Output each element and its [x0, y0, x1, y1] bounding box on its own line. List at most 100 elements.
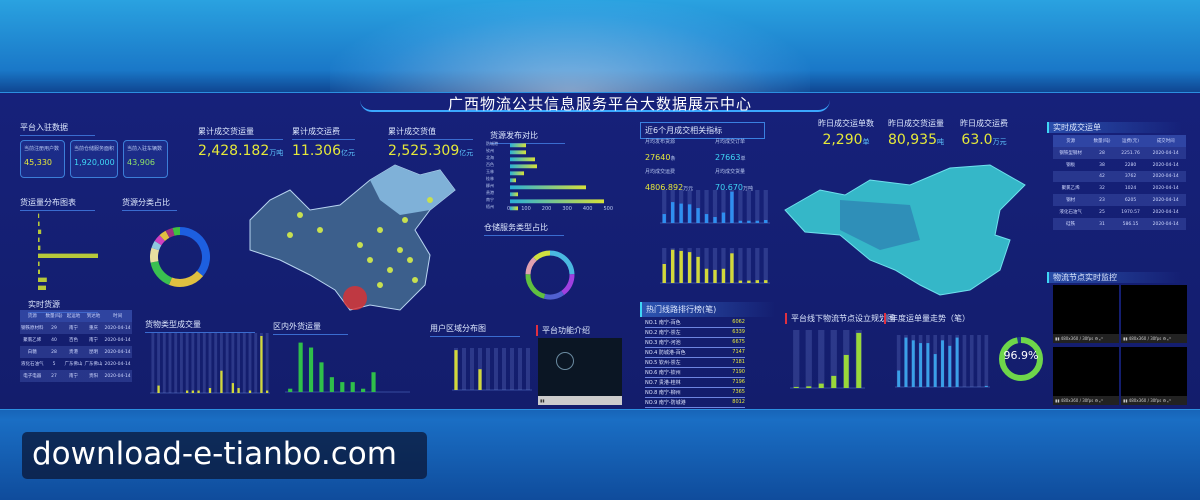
- table-row[interactable]: 液化石油气 25 1970.57 2020-04-14: [1053, 206, 1186, 218]
- bar: [510, 157, 535, 162]
- route-item[interactable]: NO.5 钦州-崇左 7181: [645, 358, 745, 368]
- table-cell: 2020-04-14: [1145, 171, 1186, 182]
- table-row[interactable]: 硅铁 31 586.15 2020-04-14: [1053, 218, 1186, 230]
- bar: [197, 390, 200, 393]
- table-row[interactable]: 钢铁型钢材 28 2251.76 2020-04-14: [1053, 147, 1186, 159]
- monitor-video[interactable]: ▮▮ 480x360 / 30fps ⚙ ⤢: [1053, 285, 1119, 343]
- bar-background: [225, 333, 229, 393]
- table-row[interactable]: 聚氯乙烯 32 1024 2020-04-14: [1053, 182, 1186, 194]
- route-label: NO.5 钦州-崇左: [645, 360, 681, 366]
- table-row[interactable]: 钢铁原材料 29 南宁 重庆 2020-04-14: [20, 322, 132, 334]
- route-item[interactable]: NO.1 南宁-百色 6062: [645, 318, 745, 328]
- monitor-controls[interactable]: ▮▮ 480x360 / 30fps ⚙ ⤢: [1053, 334, 1119, 343]
- yesterday-freight: 昨日成交货运量 80,935吨: [888, 118, 944, 148]
- heading-freight-dist: 货运量分布图表: [20, 197, 95, 211]
- heading-node-plan: 平台线下物流节点设立规划图: [785, 313, 895, 324]
- video-controls[interactable]: ▮▮: [538, 396, 622, 405]
- bar: [755, 220, 759, 223]
- monitor-controls[interactable]: ▮▮ 480x360 / 30fps ⚙ ⤢: [1053, 396, 1119, 405]
- bar: [806, 386, 812, 388]
- freight-dist-chart: [38, 213, 98, 290]
- bar: [157, 385, 160, 393]
- table-cell: 2020-04-14: [103, 322, 132, 334]
- route-value: 7365: [732, 389, 745, 395]
- route-item[interactable]: NO.2 南宁-崇左 6339: [645, 328, 745, 338]
- bar-background: [805, 330, 812, 388]
- table-cell: 2020-04-14: [1152, 185, 1179, 191]
- kpi-unit: 万吨: [269, 149, 284, 157]
- route-value: 6339: [732, 329, 745, 335]
- bar: [911, 340, 915, 387]
- monitor-video[interactable]: ▮▮ 480x360 / 30fps ⚙ ⤢: [1121, 347, 1187, 405]
- table-cell: 聚氯乙烯: [1061, 186, 1080, 191]
- table-row[interactable]: 电子电器 27 南宁 贵阳 2020-04-14: [20, 370, 132, 382]
- table-cell: 23: [1088, 194, 1116, 206]
- bar: [721, 268, 726, 283]
- card-users: 当前注册用户数 45,330: [20, 140, 65, 178]
- kpi-label: 昨日成交运单数: [818, 119, 874, 128]
- table-cell: 广东佛山: [84, 362, 103, 367]
- map-dot: [317, 227, 323, 233]
- map-highlight-guangxi[interactable]: [343, 286, 367, 310]
- route-item[interactable]: NO.8 南宁-柳州 7365: [645, 388, 745, 398]
- table-cell: 重庆: [83, 322, 104, 334]
- donut-slice: [150, 247, 160, 263]
- table-row[interactable]: 液化石油气 5 广东佛山 广东佛山 2020-04-14: [20, 358, 132, 370]
- china-map-dots[interactable]: [230, 160, 470, 320]
- tick-label: 500: [603, 206, 613, 212]
- globe-graphic: [330, 0, 810, 95]
- yesterday-fee: 昨日成交运费 63.0万元: [960, 118, 1008, 148]
- monitor-controls[interactable]: ▮▮ 480x360 / 30fps ⚙ ⤢: [1121, 334, 1187, 343]
- bar: [288, 388, 293, 392]
- metric-value: 27640: [645, 153, 671, 162]
- bar: [38, 213, 40, 218]
- video-frame-graphic: [556, 352, 574, 370]
- route-item[interactable]: NO.4 防城港-百色 7147: [645, 348, 745, 358]
- donut-slice: [543, 290, 565, 300]
- kpi-value: 80,935: [888, 132, 937, 148]
- route-label: NO.4 防城港-百色: [645, 350, 686, 356]
- bar-background: [830, 330, 837, 388]
- map-dot: [297, 212, 303, 218]
- table-row[interactable]: 聚氯乙烯 40 百色 南宁 2020-04-14: [20, 334, 132, 346]
- bar-background: [478, 348, 482, 390]
- cargo-volume-chart: [150, 333, 270, 394]
- route-item[interactable]: NO.6 南宁-钦州 7190: [645, 368, 745, 378]
- card-label: 当前仓储服务面积: [74, 146, 115, 152]
- watermark: download-e-tianbo.com: [22, 432, 427, 479]
- table-row[interactable]: 42 3762 2020-04-14: [1053, 171, 1186, 182]
- route-item[interactable]: NO.9 南宁-防城港 8012: [645, 398, 745, 408]
- intro-video[interactable]: ▮▮: [538, 338, 622, 405]
- route-item[interactable]: NO.3 南宁-河池 6675: [645, 338, 745, 348]
- donut-slice: [159, 230, 170, 242]
- category-label: 贵港: [486, 190, 494, 195]
- bar-background: [526, 348, 530, 390]
- route-item[interactable]: NO.7 贵港-桂林 7196: [645, 378, 745, 388]
- table-cell: 电子电器: [20, 370, 45, 382]
- donut-slice: [549, 250, 575, 275]
- route-value: 6062: [732, 319, 745, 325]
- monitor-video[interactable]: ▮▮ 480x360 / 30fps ⚙ ⤢: [1053, 347, 1119, 405]
- bar-background: [977, 335, 981, 387]
- donut-slice: [154, 235, 166, 246]
- bar: [186, 390, 189, 393]
- map-dot: [377, 282, 383, 288]
- bar: [298, 342, 303, 392]
- category-label: 防城港: [486, 141, 498, 146]
- bar: [510, 164, 537, 169]
- china-map-cyan[interactable]: [780, 160, 1030, 300]
- node-plan-chart: [790, 330, 865, 389]
- table-cell: 31: [1088, 218, 1116, 230]
- table-row[interactable]: 钢板 38 2280 2020-04-14: [1053, 159, 1186, 171]
- bar: [510, 185, 586, 190]
- metric-unit: 条: [670, 156, 676, 162]
- table-row[interactable]: 钢材 23 6205 2020-04-14: [1053, 194, 1186, 206]
- monitor-controls[interactable]: ▮▮ 480x360 / 30fps ⚙ ⤢: [1121, 396, 1187, 405]
- tick-label: 300: [562, 206, 572, 212]
- table-row[interactable]: 白糖 28 贵港 昆明 2020-04-14: [20, 346, 132, 358]
- bar-background: [185, 333, 189, 393]
- monitor-video[interactable]: ▮▮ 480x360 / 30fps ⚙ ⤢: [1121, 285, 1187, 343]
- map-region-north: [370, 165, 455, 215]
- route-value: 7181: [732, 359, 745, 365]
- metric-value: 4806.892: [645, 183, 684, 192]
